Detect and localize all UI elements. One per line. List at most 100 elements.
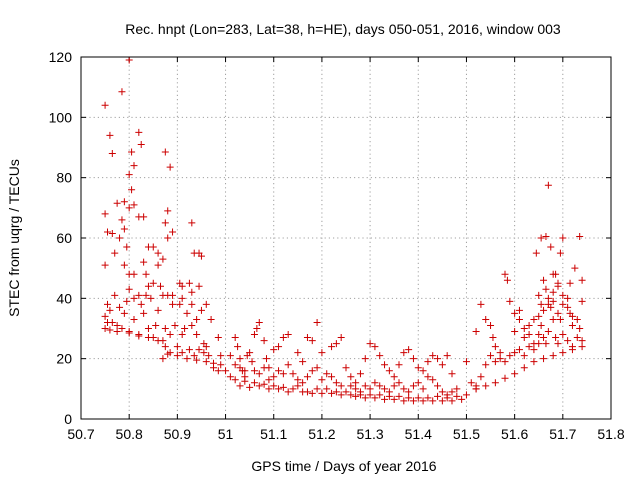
data-point <box>385 367 393 375</box>
data-point <box>152 321 160 329</box>
data-point <box>376 382 384 390</box>
data-point <box>128 186 136 194</box>
data-point <box>166 163 174 171</box>
data-point <box>161 343 169 351</box>
data-point <box>236 382 244 390</box>
data-point <box>530 346 538 354</box>
data-point <box>106 306 114 314</box>
data-point <box>284 388 292 396</box>
data-point <box>279 370 287 378</box>
data-point <box>429 376 437 384</box>
data-point <box>409 382 417 390</box>
y-tick-label: 100 <box>49 109 73 125</box>
data-point <box>279 383 287 391</box>
data-point <box>503 276 511 284</box>
data-point <box>554 282 562 290</box>
data-point <box>419 397 427 405</box>
data-point <box>482 382 490 390</box>
data-point <box>183 309 191 317</box>
data-point <box>207 315 215 323</box>
data-point <box>120 309 128 317</box>
data-point <box>104 228 111 236</box>
data-point <box>140 213 148 221</box>
data-point <box>101 101 109 109</box>
x-tick-label: 51.5 <box>453 426 480 442</box>
y-axis-label: STEC from uqrg / TECUs <box>6 159 22 317</box>
data-point <box>537 321 545 329</box>
data-point <box>135 291 143 299</box>
data-point <box>270 382 278 390</box>
data-point <box>467 379 475 387</box>
data-point <box>313 385 321 393</box>
data-point <box>299 379 307 387</box>
data-point <box>525 331 533 339</box>
data-point <box>205 352 213 360</box>
data-point <box>125 285 133 293</box>
data-points <box>101 56 586 405</box>
data-point <box>332 379 340 387</box>
data-point <box>120 261 128 269</box>
data-point <box>200 349 208 357</box>
data-point <box>568 321 576 329</box>
x-tick-label: 51.7 <box>549 426 576 442</box>
x-tick-label: 51 <box>218 426 234 442</box>
data-point <box>135 332 143 340</box>
data-point <box>559 291 567 299</box>
x-axis-label: GPS time / Days of year 2016 <box>251 458 436 474</box>
data-point <box>125 204 133 212</box>
data-point <box>395 392 403 400</box>
data-point <box>332 388 340 396</box>
data-point <box>477 300 485 308</box>
data-point <box>246 383 254 391</box>
data-point <box>491 379 499 387</box>
data-point <box>303 373 311 381</box>
data-point <box>178 349 186 357</box>
data-point <box>260 364 268 372</box>
data-point <box>405 388 413 396</box>
data-point <box>414 364 422 372</box>
data-point <box>434 355 442 363</box>
data-point <box>130 162 138 170</box>
data-point <box>231 334 239 342</box>
data-point <box>144 325 152 332</box>
data-point <box>265 385 273 393</box>
data-point <box>537 234 545 242</box>
data-point <box>409 397 417 405</box>
data-point <box>157 282 164 290</box>
data-point <box>520 364 528 372</box>
data-point <box>549 352 557 360</box>
data-point <box>118 325 126 332</box>
data-point <box>328 373 336 381</box>
data-point <box>154 337 162 345</box>
data-point <box>159 255 167 263</box>
data-point <box>188 219 196 227</box>
data-point <box>294 376 302 384</box>
data-point <box>176 300 184 308</box>
data-point <box>255 370 263 378</box>
data-point <box>535 331 543 339</box>
x-tick-label: 51.8 <box>597 426 624 442</box>
data-point <box>250 379 258 387</box>
data-point <box>178 294 186 302</box>
data-point <box>303 388 311 396</box>
data-point <box>453 392 461 400</box>
data-point <box>462 391 470 399</box>
data-point <box>414 394 422 402</box>
data-point <box>443 352 451 360</box>
data-point <box>496 355 504 363</box>
data-point <box>501 374 509 382</box>
plot-frame <box>80 56 612 420</box>
y-tick-label: 40 <box>56 290 72 306</box>
data-point <box>400 349 408 357</box>
data-point <box>248 358 256 366</box>
data-point <box>535 312 543 320</box>
data-point <box>123 243 131 251</box>
data-point <box>566 279 574 287</box>
data-point <box>111 249 119 257</box>
data-point <box>491 358 499 366</box>
data-point <box>424 373 432 381</box>
data-point <box>371 394 379 402</box>
data-point <box>361 394 369 402</box>
data-point <box>202 300 210 308</box>
data-point <box>185 346 193 354</box>
